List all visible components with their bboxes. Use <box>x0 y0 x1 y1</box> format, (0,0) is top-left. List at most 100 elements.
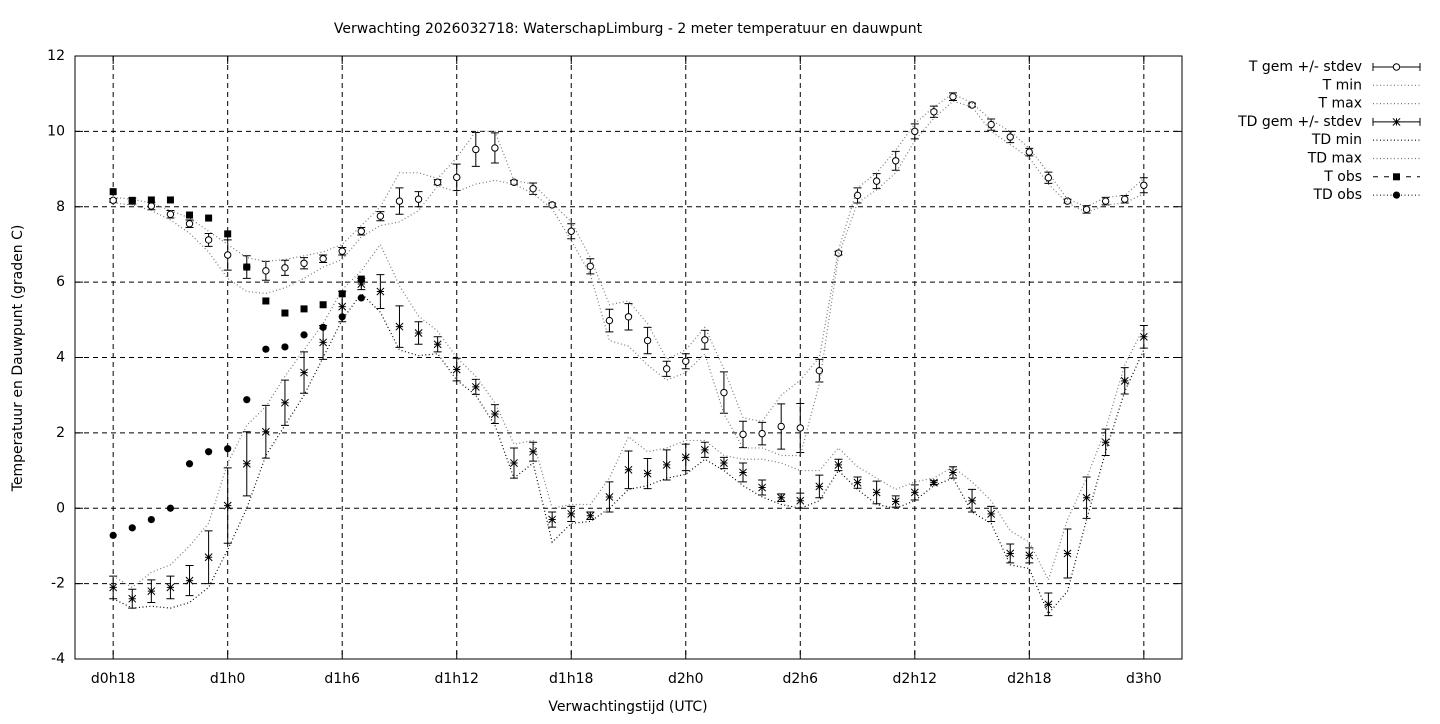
marker <box>777 422 785 431</box>
marker <box>1101 197 1110 205</box>
marker <box>224 445 232 453</box>
marker <box>185 576 194 585</box>
y-tick-label: 2 <box>56 425 65 441</box>
marker <box>1044 600 1053 609</box>
marker <box>357 294 365 302</box>
marker <box>262 345 270 353</box>
marker <box>758 429 766 438</box>
marker <box>567 227 575 235</box>
marker <box>987 509 996 518</box>
marker <box>109 188 117 196</box>
marker <box>185 460 194 468</box>
marker <box>681 453 690 462</box>
legend-label: T max <box>1317 96 1362 112</box>
marker <box>719 459 728 467</box>
marker <box>815 366 824 375</box>
marker <box>662 365 671 373</box>
marker <box>529 447 538 456</box>
marker <box>720 388 728 397</box>
marker <box>491 144 499 152</box>
marker <box>357 227 365 235</box>
y-tick-label: 6 <box>56 274 65 290</box>
marker <box>1121 195 1129 203</box>
x-tick-label: d1h18 <box>549 671 593 687</box>
series-line <box>112 292 1145 615</box>
marker <box>834 249 843 257</box>
marker <box>624 313 633 321</box>
marker <box>185 220 194 228</box>
marker <box>243 263 251 271</box>
legend-marker <box>1393 173 1400 181</box>
marker <box>281 309 289 317</box>
marker <box>262 297 270 305</box>
marker <box>109 196 117 205</box>
marker <box>567 509 576 518</box>
marker <box>147 515 155 524</box>
x-tick-label: d2h12 <box>893 671 937 687</box>
legend-marker <box>1392 191 1401 199</box>
marker <box>414 329 423 337</box>
x-tick-label: d1h6 <box>324 671 360 687</box>
marker <box>1063 549 1072 558</box>
marker <box>910 488 919 497</box>
marker <box>605 492 614 501</box>
x-tick-label: d3h0 <box>1126 671 1162 687</box>
marker <box>357 275 365 283</box>
marker <box>605 316 614 325</box>
marker <box>1139 332 1148 341</box>
marker <box>204 553 213 562</box>
marker <box>987 120 995 129</box>
marker <box>204 236 213 244</box>
marker <box>186 211 194 219</box>
marker <box>319 338 328 347</box>
marker <box>490 410 499 418</box>
marker <box>586 511 595 520</box>
marker <box>319 255 327 263</box>
marker <box>147 196 155 204</box>
marker <box>205 214 213 222</box>
marker <box>1044 174 1053 182</box>
marker <box>166 196 174 204</box>
marker <box>109 531 117 539</box>
marker <box>1082 493 1091 502</box>
marker <box>892 157 900 165</box>
marker <box>1006 549 1015 558</box>
marker <box>452 365 461 374</box>
legend-marker <box>1392 63 1401 71</box>
legend-label: TD min <box>1311 132 1362 148</box>
y-tick-label: -2 <box>51 576 65 592</box>
marker <box>147 202 156 210</box>
marker <box>261 427 270 436</box>
marker <box>758 483 767 492</box>
x-tick-label: d2h0 <box>668 671 704 687</box>
marker <box>128 524 136 532</box>
marker <box>815 482 824 491</box>
marker <box>319 323 327 331</box>
marker <box>529 184 537 193</box>
marker <box>662 460 671 469</box>
marker <box>300 305 308 313</box>
marker <box>300 259 308 267</box>
marker <box>872 177 881 185</box>
y-tick-label: 12 <box>47 48 65 64</box>
marker <box>872 488 881 497</box>
marker <box>1025 551 1034 560</box>
y-tick-label: 0 <box>56 500 65 516</box>
marker <box>968 496 977 505</box>
marker <box>128 594 137 603</box>
y-tick-label: 8 <box>56 199 65 215</box>
marker <box>338 247 346 255</box>
legend-label: T gem +/- stdev <box>1248 59 1362 75</box>
marker <box>166 583 175 592</box>
legend-label: TD gem +/- stdev <box>1237 114 1362 130</box>
marker <box>338 313 346 321</box>
marker <box>376 287 385 296</box>
marker <box>109 583 118 592</box>
legend-label: TD max <box>1307 151 1362 167</box>
marker <box>682 357 690 365</box>
legend-label: TD obs <box>1312 187 1362 203</box>
y-axis-label: Temperatuur en Dauwpunt (graden C) <box>10 225 26 493</box>
marker <box>453 173 461 182</box>
